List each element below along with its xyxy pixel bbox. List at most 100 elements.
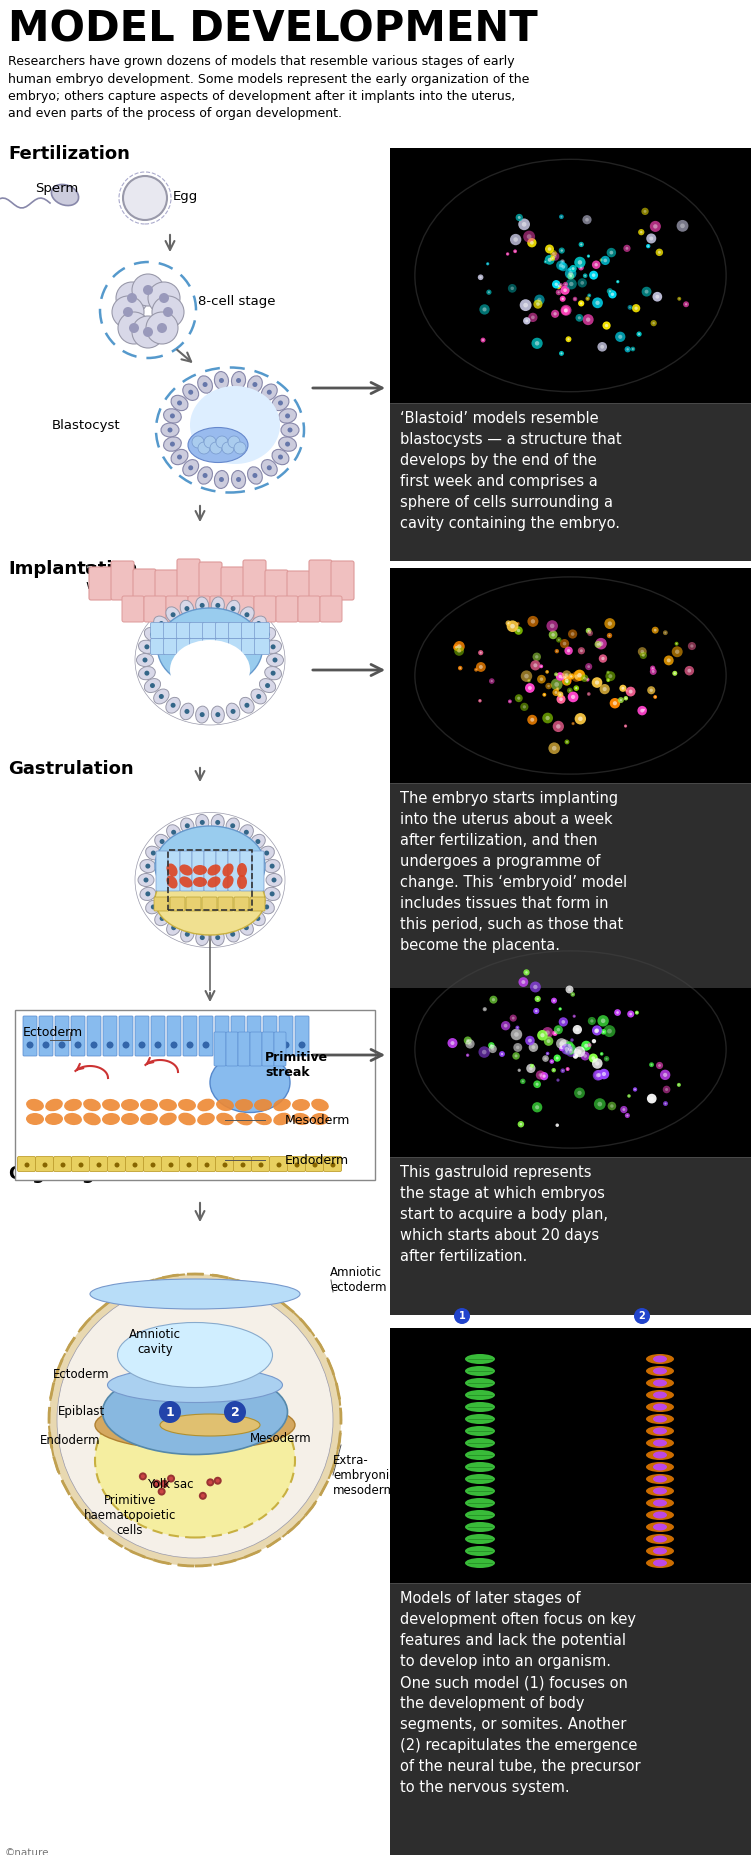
Circle shape [265,633,270,636]
Circle shape [170,703,176,709]
Circle shape [602,1072,606,1076]
Text: The embryo starts implanting
into the uterus about a week
after fertilization, a: The embryo starts implanting into the ut… [400,790,627,953]
Circle shape [267,390,272,395]
Circle shape [608,621,612,625]
Circle shape [207,1478,214,1486]
Circle shape [576,1052,579,1054]
Circle shape [516,1046,520,1050]
FancyBboxPatch shape [192,851,204,890]
Circle shape [521,979,525,983]
Circle shape [569,275,572,278]
Ellipse shape [237,863,247,877]
Circle shape [608,1102,617,1111]
Text: Egg: Egg [173,189,198,202]
Circle shape [556,723,560,729]
Circle shape [468,1043,472,1046]
Circle shape [611,293,614,297]
Circle shape [567,338,570,341]
Circle shape [554,683,559,686]
Circle shape [563,288,567,291]
FancyBboxPatch shape [232,595,254,621]
Circle shape [79,1163,83,1167]
Circle shape [234,441,246,454]
Ellipse shape [653,1547,667,1554]
FancyBboxPatch shape [324,1156,342,1172]
Circle shape [581,1052,590,1061]
Circle shape [554,1026,562,1035]
Circle shape [531,315,535,319]
Circle shape [638,334,640,336]
Circle shape [267,1041,273,1048]
Text: Mesoderm: Mesoderm [250,1432,312,1445]
Circle shape [481,338,485,343]
Circle shape [547,258,552,262]
Circle shape [578,315,581,319]
FancyBboxPatch shape [216,638,231,655]
Ellipse shape [261,460,277,477]
Circle shape [623,696,628,701]
Circle shape [562,297,564,301]
Text: Endoderm: Endoderm [285,1154,349,1167]
Circle shape [642,655,645,657]
Circle shape [644,210,647,213]
Circle shape [565,1043,576,1055]
Ellipse shape [207,876,221,887]
Circle shape [514,237,518,241]
Circle shape [565,673,569,677]
Circle shape [542,1028,553,1039]
FancyBboxPatch shape [265,569,288,599]
FancyBboxPatch shape [288,1156,306,1172]
Ellipse shape [26,1098,44,1111]
Circle shape [665,633,666,634]
Circle shape [570,675,572,677]
Ellipse shape [154,616,169,631]
Circle shape [514,1031,519,1037]
Circle shape [514,627,523,634]
Text: Sperm: Sperm [35,182,78,195]
Circle shape [157,323,167,334]
FancyBboxPatch shape [234,1156,252,1172]
Circle shape [561,1048,563,1050]
Circle shape [177,454,182,460]
Circle shape [680,223,685,228]
Circle shape [555,649,559,653]
Circle shape [580,302,583,304]
Circle shape [553,1000,555,1002]
Circle shape [556,1124,559,1128]
Circle shape [563,282,568,288]
FancyBboxPatch shape [270,1156,288,1172]
Circle shape [650,688,653,692]
Ellipse shape [231,371,246,390]
Ellipse shape [222,863,234,877]
Circle shape [264,851,269,855]
Circle shape [448,1039,457,1048]
Circle shape [482,308,487,312]
Circle shape [559,247,565,254]
FancyBboxPatch shape [55,1017,69,1055]
Circle shape [161,1480,168,1488]
Ellipse shape [64,1098,82,1111]
Circle shape [558,286,560,288]
Circle shape [642,707,647,712]
Circle shape [585,662,593,670]
Circle shape [186,1163,192,1167]
Circle shape [569,265,577,273]
Ellipse shape [166,697,180,712]
FancyBboxPatch shape [247,1017,261,1055]
Ellipse shape [653,1404,667,1410]
Ellipse shape [465,1462,495,1473]
Circle shape [578,241,584,247]
Ellipse shape [117,1323,273,1388]
Circle shape [479,276,481,278]
Circle shape [550,623,554,629]
Circle shape [583,313,593,325]
Circle shape [523,705,526,709]
Circle shape [141,1475,145,1478]
Ellipse shape [646,1475,674,1484]
Circle shape [132,315,164,349]
Circle shape [564,1050,569,1054]
FancyBboxPatch shape [263,1017,277,1055]
Ellipse shape [240,825,253,840]
FancyBboxPatch shape [177,558,200,599]
Circle shape [649,1063,654,1067]
